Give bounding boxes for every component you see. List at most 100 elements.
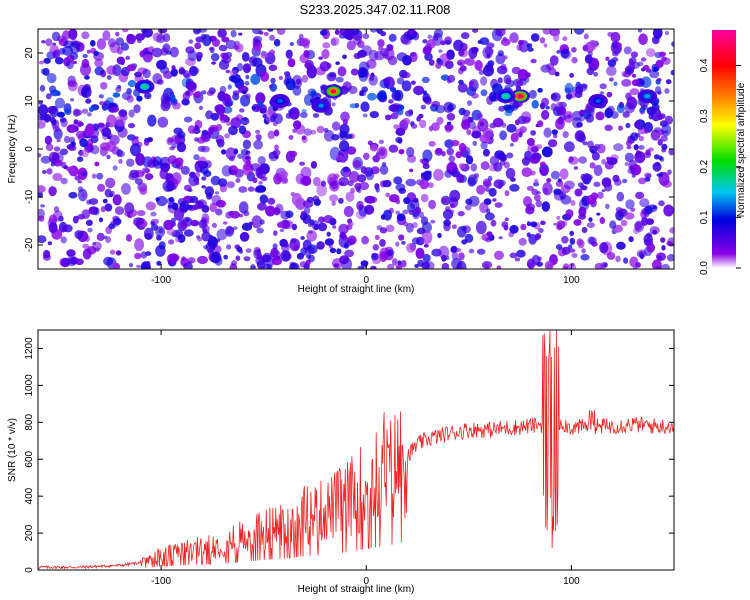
- heatmap-blob: [231, 260, 237, 266]
- heatmap-blob: [255, 129, 261, 134]
- heatmap-blob: [329, 247, 337, 254]
- heatmap-blob: [590, 149, 595, 154]
- heatmap-blob: [333, 173, 340, 179]
- heatmap-blob: [276, 29, 286, 35]
- heatmap-blob: [197, 255, 208, 265]
- heatmap-blob: [332, 121, 341, 131]
- heatmap-blob: [101, 103, 109, 111]
- heatmap-blob: [499, 130, 507, 141]
- heatmap-blob: [126, 88, 132, 95]
- heatmap-blob: [467, 176, 477, 187]
- heatmap-blob: [550, 170, 560, 180]
- heatmap-blob: [348, 221, 354, 227]
- heatmap-blob: [228, 125, 238, 136]
- heatmap-blob: [538, 228, 544, 233]
- heatmap-blob: [105, 177, 116, 189]
- heatmap-blob: [247, 57, 255, 63]
- heatmap-blob: [156, 59, 167, 70]
- heatmap-blob: [374, 234, 380, 240]
- heatmap-blob: [52, 42, 57, 46]
- colorbar: [712, 30, 736, 268]
- heatmap-blob: [180, 165, 190, 175]
- heatmap-blob: [555, 117, 565, 130]
- heatmap-blob: [410, 52, 416, 57]
- heatmap-blob: [440, 74, 450, 81]
- heatmap-blob: [582, 141, 588, 146]
- heatmap-blob: [290, 150, 298, 158]
- heatmap-blob: [401, 117, 411, 126]
- heatmap-blob: [607, 105, 615, 114]
- heatmap-blob: [48, 186, 57, 197]
- heatmap-blob: [477, 40, 483, 44]
- heatmap-blob: [72, 60, 78, 65]
- heatmap-blob: [238, 186, 248, 193]
- heatmap-blob: [597, 191, 604, 199]
- heatmap-blob: [443, 219, 451, 227]
- heatmap-blob: [90, 40, 96, 47]
- heatmap-blob: [185, 89, 194, 97]
- colorbar-label: Normalized spectral amplitude: [736, 82, 747, 217]
- heatmap-blob: [395, 136, 403, 144]
- heatmap-blob: [196, 51, 203, 59]
- heatmap-blob: [342, 119, 348, 126]
- heatmap-blob: [391, 258, 398, 266]
- heatmap-blob: [198, 219, 207, 229]
- heatmap-blob: [493, 179, 504, 189]
- heatmap-blob: [436, 116, 444, 125]
- heatmap-blob: [179, 200, 190, 213]
- heatmap-blob: [93, 207, 100, 216]
- heatmap-blob: [39, 84, 46, 92]
- heatmap-blob: [344, 166, 349, 171]
- heatmap-blob: [509, 224, 519, 234]
- heatmap-blob: [214, 245, 222, 253]
- heatmap-blob: [447, 103, 457, 111]
- heatmap-blob: [233, 148, 239, 155]
- heatmap-blob: [193, 154, 200, 161]
- heatmap-blob: [43, 57, 51, 64]
- heatmap-blob: [666, 254, 674, 262]
- heatmap-blob: [421, 76, 430, 84]
- heatmap-x-tick-label: -100: [151, 275, 171, 286]
- heatmap-blob: [516, 80, 522, 87]
- heatmap-blob: [565, 209, 574, 218]
- heatmap-blob: [328, 245, 333, 249]
- heatmap-blob: [360, 260, 369, 267]
- heatmap-blob: [447, 79, 452, 84]
- heatmap-blob: [609, 77, 614, 82]
- heatmap-blob: [72, 215, 79, 224]
- heatmap-blob: [646, 242, 656, 253]
- heatmap-blob: [240, 148, 249, 156]
- heatmap-blob: [433, 168, 444, 181]
- heatmap-blob: [348, 171, 360, 183]
- heatmap-blob: [386, 249, 395, 256]
- heatmap-blob: [500, 63, 507, 71]
- heatmap-blob: [320, 180, 326, 187]
- heatmap-blob: [47, 106, 58, 114]
- heatmap-blob: [226, 121, 231, 126]
- heatmap-blob: [361, 235, 369, 245]
- heatmap-blob: [616, 241, 626, 250]
- heatmap-blob: [406, 242, 416, 253]
- heatmap-blob: [86, 49, 91, 54]
- heatmap-blob: [341, 257, 352, 269]
- heatmap-blob: [87, 112, 92, 117]
- heatmap-blob: [176, 142, 187, 153]
- heatmap-blob: [474, 60, 483, 71]
- heatmap-blob: [100, 206, 106, 213]
- heatmap-blob: [586, 222, 595, 229]
- heatmap-blob: [403, 221, 409, 227]
- heatmap-blob: [428, 125, 434, 132]
- heatmap-blob: [627, 168, 636, 175]
- heatmap-blob: [259, 265, 264, 269]
- heatmap-blob: [581, 226, 588, 234]
- heatmap-blob: [345, 191, 355, 202]
- heatmap-blob: [518, 131, 523, 138]
- heatmap-blob: [86, 199, 92, 205]
- heatmap-blob: [623, 46, 632, 55]
- heatmap-blob: [374, 50, 385, 61]
- heatmap-blob: [396, 213, 406, 222]
- heatmap-blob: [260, 52, 268, 59]
- heatmap-blob: [620, 219, 628, 227]
- heatmap-blob: [115, 115, 126, 128]
- heatmap-blob: [510, 132, 519, 143]
